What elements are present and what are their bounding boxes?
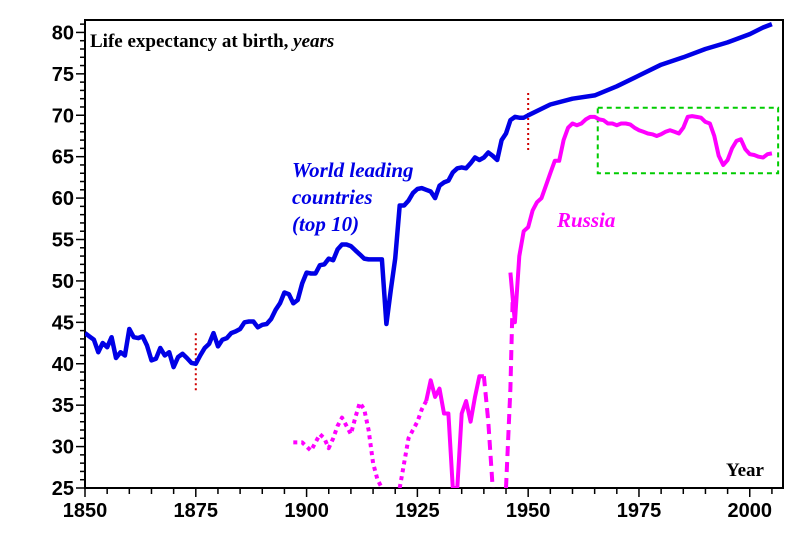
y-tick-label: 70 — [52, 105, 74, 127]
plot-frame — [84, 19, 784, 489]
y-tick-label: 40 — [52, 354, 74, 376]
x-tick-label: 2000 — [728, 500, 773, 522]
y-tick-label: 60 — [52, 188, 74, 210]
series-line-russia-dotted — [293, 400, 384, 488]
chart-title: Life expectancy at birth, years — [90, 31, 334, 52]
x-axis-label: Year — [726, 460, 765, 481]
y-tick-label: 45 — [52, 312, 74, 334]
world-series-label-line2: countries — [292, 185, 373, 209]
x-tick-label: 1925 — [395, 500, 440, 522]
y-tick-label: 55 — [52, 230, 74, 252]
y-tick-label: 25 — [52, 478, 74, 500]
x-tick-label: 1900 — [284, 500, 329, 522]
series-line-russia-dotted — [397, 400, 428, 488]
y-tick-label: 80 — [52, 22, 74, 44]
y-tick-label: 50 — [52, 271, 74, 293]
world-series-label-line1: World leading — [292, 158, 414, 182]
y-tick-label: 65 — [52, 147, 74, 169]
series-line-russia-dashed — [481, 376, 495, 488]
x-tick-label: 1875 — [174, 500, 219, 522]
y-tick-label: 75 — [52, 64, 74, 86]
series-line-world-solid — [85, 22, 773, 370]
russia-series-label: Russia — [556, 208, 615, 232]
series-line-russia-solid — [424, 374, 484, 488]
world-series-label-line3: (top 10) — [292, 212, 359, 236]
y-tick-label: 35 — [52, 395, 74, 417]
series-line-russia-dashed — [504, 297, 515, 488]
x-tick-label: 1950 — [506, 500, 551, 522]
series-line-russia-solid — [508, 114, 773, 325]
y-tick-label: 30 — [52, 437, 74, 459]
highlight-box — [596, 106, 780, 175]
x-tick-label: 1850 — [63, 500, 108, 522]
x-tick-label: 1975 — [617, 500, 662, 522]
